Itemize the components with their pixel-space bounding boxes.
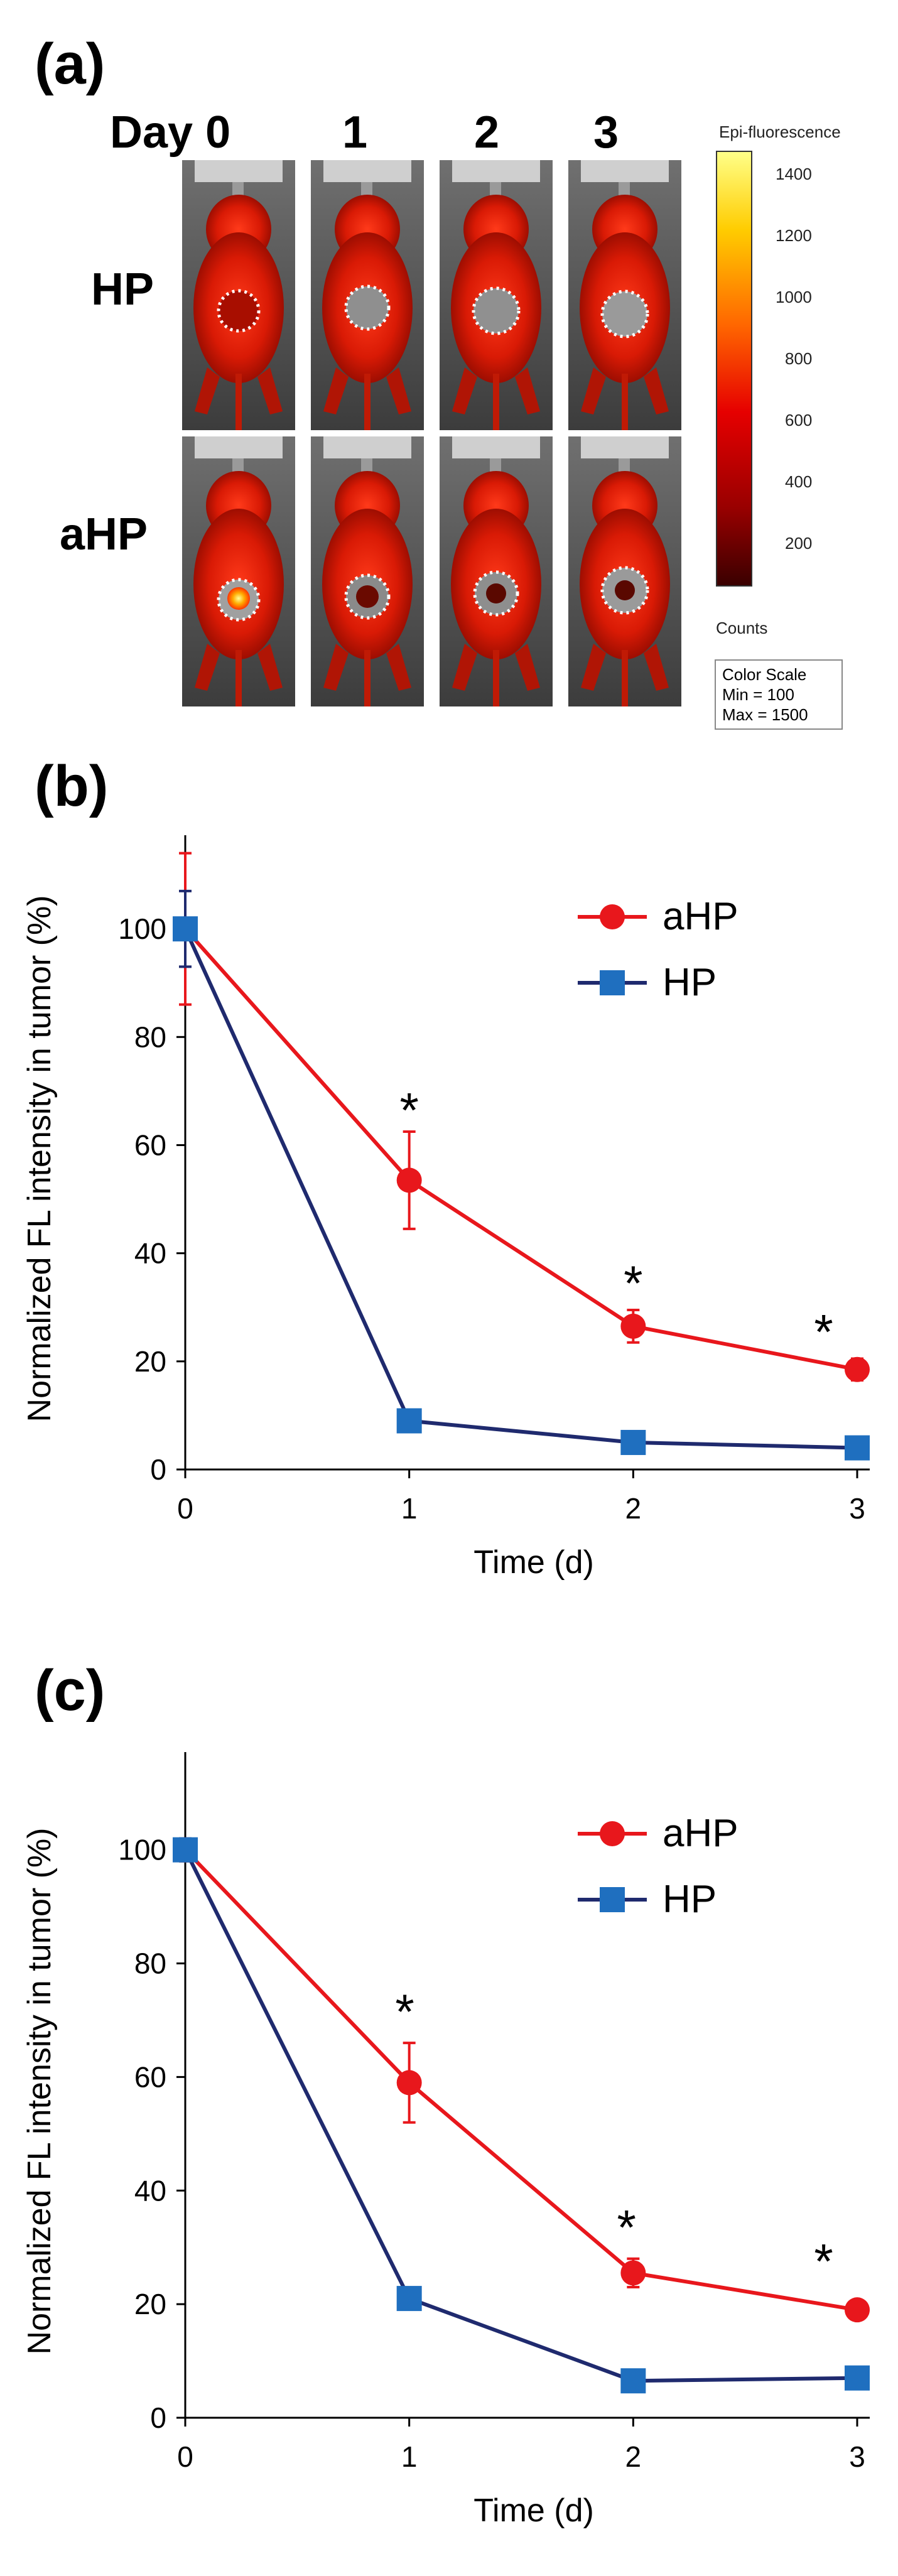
y-tick-label: 80 bbox=[134, 1947, 166, 1980]
x-tick-label: 0 bbox=[177, 2440, 193, 2473]
data-point-ahp bbox=[845, 1356, 870, 1382]
series-line-ahp bbox=[183, 1848, 858, 2312]
data-point-ahp bbox=[396, 2070, 422, 2096]
x-tick-label: 2 bbox=[625, 1492, 642, 1525]
mouse-image-ahp-day0 bbox=[182, 436, 295, 706]
y-tick-label: 60 bbox=[134, 2060, 166, 2093]
colorbar-tick-400: 400 bbox=[785, 472, 813, 491]
y-tick-label: 100 bbox=[118, 1834, 166, 1866]
color-scale-box: Color Scale Min = 100 Max = 1500 bbox=[715, 659, 843, 730]
colorbar-counts-label: Counts bbox=[716, 619, 768, 637]
x-tick-label: 3 bbox=[849, 2440, 865, 2473]
data-point-ahp bbox=[620, 1313, 646, 1339]
legend-marker-hp bbox=[600, 1887, 625, 1912]
x-tick-label: 3 bbox=[849, 1492, 865, 1525]
mouse-image-hp-day2 bbox=[440, 160, 553, 430]
data-point-hp bbox=[845, 2365, 870, 2391]
y-tick-label: 20 bbox=[134, 1345, 166, 1378]
mouse-image-grid bbox=[182, 160, 681, 706]
row-label-hp: HP bbox=[91, 264, 154, 315]
y-tick-label: 20 bbox=[134, 2288, 166, 2320]
panel-c-label: (c) bbox=[35, 1659, 105, 1723]
y-axis-label: Normalized FL intensity in tumor (%) bbox=[21, 1828, 58, 2355]
color-scale-max: Max = 1500 bbox=[722, 705, 808, 724]
significance-star: * bbox=[399, 1083, 418, 1138]
significance-star: * bbox=[624, 1255, 642, 1311]
data-point-ahp bbox=[396, 1167, 422, 1193]
y-tick-label: 0 bbox=[150, 2401, 166, 2434]
data-point-hp bbox=[173, 1837, 198, 1863]
data-point-ahp bbox=[845, 2297, 870, 2323]
significance-star: * bbox=[814, 2234, 833, 2289]
data-point-hp bbox=[845, 1435, 870, 1461]
mouse-image-hp-day3 bbox=[568, 160, 681, 430]
data-point-hp bbox=[396, 2286, 422, 2312]
significance-star: * bbox=[617, 2199, 636, 2254]
colorbar-tick-600: 600 bbox=[785, 411, 813, 430]
mouse-image-ahp-day1 bbox=[311, 436, 424, 706]
legend-label-hp: HP bbox=[663, 961, 717, 1004]
color-scale-title: Color Scale bbox=[722, 665, 807, 684]
panel-a-label: (a) bbox=[35, 32, 105, 96]
column-label-day2: 2 bbox=[474, 107, 500, 158]
y-axis-label: Normalized FL intensity in tumor (%) bbox=[21, 896, 58, 1422]
colorbar-gradient bbox=[716, 151, 752, 587]
colorbar-tick-1000: 1000 bbox=[776, 288, 812, 306]
column-label-day0: Day 0 bbox=[110, 107, 231, 158]
color-scale-min: Min = 100 bbox=[722, 685, 794, 704]
significance-star: * bbox=[395, 1984, 414, 2039]
legend-marker-ahp bbox=[600, 904, 625, 929]
mouse-image-ahp-day2 bbox=[440, 436, 553, 706]
x-axis-label: Time (d) bbox=[473, 2492, 594, 2529]
x-tick-label: 2 bbox=[625, 2440, 642, 2473]
y-tick-label: 40 bbox=[134, 2174, 166, 2207]
legend-label-ahp: aHP bbox=[663, 895, 738, 938]
y-tick-label: 100 bbox=[118, 912, 166, 945]
legend-label-ahp: aHP bbox=[663, 1812, 738, 1855]
colorbar-tick-800: 800 bbox=[785, 349, 813, 368]
y-tick-label: 0 bbox=[150, 1453, 166, 1486]
colorbar-tick-1200: 1200 bbox=[776, 226, 812, 245]
colorbar-tick-200: 200 bbox=[785, 534, 813, 553]
column-label-day1: 1 bbox=[342, 107, 368, 158]
series-line-ahp bbox=[183, 928, 858, 1372]
data-point-hp bbox=[620, 2368, 646, 2394]
x-tick-label: 1 bbox=[401, 1492, 418, 1525]
data-point-hp bbox=[173, 916, 198, 942]
data-point-hp bbox=[620, 1429, 646, 1455]
data-point-hp bbox=[396, 1408, 422, 1434]
mouse-image-hp-day1 bbox=[311, 160, 424, 430]
column-label-day3: 3 bbox=[593, 107, 619, 158]
data-point-ahp bbox=[620, 2260, 646, 2286]
significance-star: * bbox=[814, 1304, 833, 1360]
series-line-hp bbox=[183, 1849, 858, 2383]
line-chart-b: 0 20 40 60 80 100 0 1 2 3 Time (d) Normalized FL in… bbox=[21, 835, 870, 1581]
y-tick-label: 60 bbox=[134, 1128, 166, 1161]
x-tick-label: 1 bbox=[401, 2440, 418, 2473]
legend-marker-hp bbox=[600, 970, 625, 995]
mouse-image-hp-day0 bbox=[182, 160, 295, 430]
y-tick-label: 40 bbox=[134, 1237, 166, 1270]
y-tick-label: 80 bbox=[134, 1020, 166, 1053]
x-axis-label: Time (d) bbox=[473, 1544, 594, 1581]
mouse-image-ahp-day3 bbox=[568, 436, 681, 706]
colorbar-tick-1400: 1400 bbox=[776, 165, 812, 183]
colorbar-title: Epi-fluorescence bbox=[719, 122, 841, 141]
legend-label-hp: HP bbox=[663, 1878, 717, 1921]
line-chart-c: 0 20 40 60 80 100 0 1 2 3 Time (d) Normalized FL in… bbox=[21, 1752, 870, 2529]
row-label-ahp: aHP bbox=[60, 509, 148, 560]
series-line-hp bbox=[183, 928, 858, 1450]
legend-marker-ahp bbox=[600, 1821, 625, 1846]
panel-b-label: (b) bbox=[35, 754, 109, 818]
x-tick-label: 0 bbox=[177, 1492, 193, 1525]
